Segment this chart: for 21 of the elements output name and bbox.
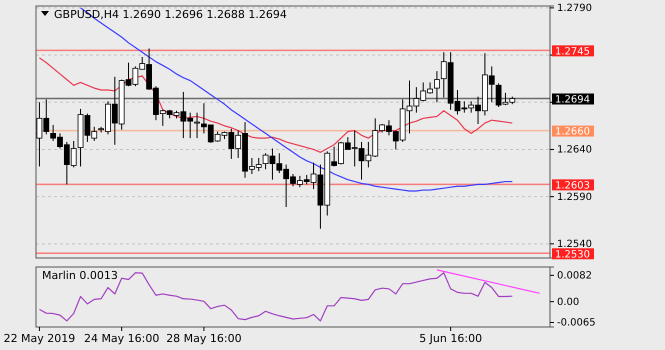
candlestick	[194, 112, 200, 139]
x-tick-label: 5 Jun 16:00	[419, 332, 482, 345]
x-tick-label: 24 May 16:00	[84, 332, 160, 345]
ref-line-label: 1.2694	[555, 94, 590, 106]
ref-line-label: 1.2660	[555, 126, 590, 138]
y-tick-label: 1.2590	[557, 192, 592, 203]
y-tick-label: 0.0082	[557, 270, 592, 282]
y-tick-label: -0.0065	[557, 318, 596, 329]
ref-line-label: 1.2530	[555, 249, 590, 260]
x-tick-label: 28 May 16:00	[166, 332, 242, 345]
y-tick-label: 1.2540	[557, 239, 592, 250]
x-tick-label: 22 May 2019	[4, 332, 76, 345]
ref-line-label: 1.2745	[555, 46, 590, 58]
y-tick-label: 0.00	[557, 296, 580, 308]
y-tick-label: 1.2790	[557, 3, 592, 14]
candlestick	[434, 70, 440, 103]
y-tick-label: 1.2640	[557, 144, 592, 156]
chart-title: Marlin 0.0013	[42, 269, 118, 282]
line-series	[38, 272, 513, 322]
line-series	[38, 57, 513, 153]
ref-line-label: 1.2603	[555, 180, 590, 192]
